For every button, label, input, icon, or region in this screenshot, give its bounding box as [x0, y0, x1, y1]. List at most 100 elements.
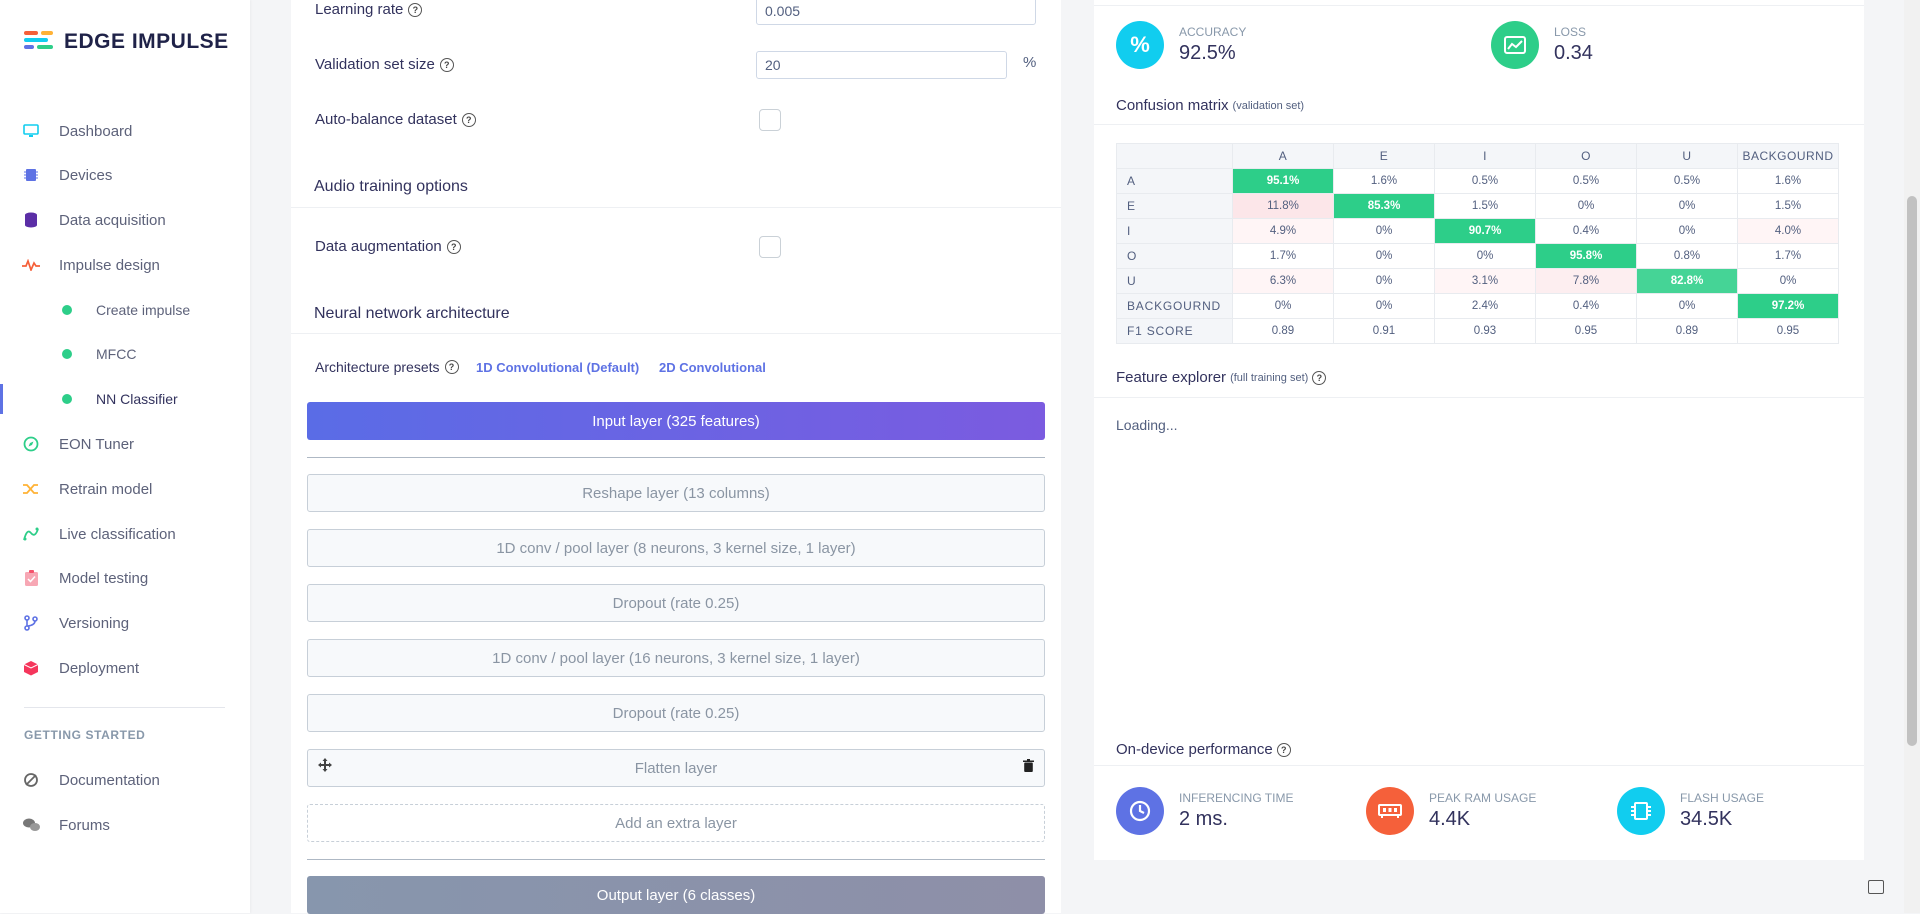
- sidebar-item-forums[interactable]: Forums: [0, 810, 250, 840]
- matrix-cell: 82.8%: [1636, 268, 1738, 294]
- sidebar-item-live-classification[interactable]: Live classification: [0, 519, 250, 549]
- matrix-cell: 11.8%: [1232, 193, 1334, 219]
- flash-usage-label: FLASH USAGE: [1680, 791, 1765, 805]
- memory-icon: [1366, 787, 1414, 835]
- trash-icon[interactable]: [1023, 759, 1034, 776]
- sidebar-item-label: Devices: [59, 166, 113, 184]
- status-dot-icon: [62, 305, 72, 315]
- row-header: A: [1116, 168, 1233, 194]
- reshape-layer[interactable]: Reshape layer (13 columns): [307, 474, 1045, 512]
- conv1d-layer-2[interactable]: 1D conv / pool layer (16 neurons, 3 kern…: [307, 639, 1045, 677]
- peak-ram-value: 4.4K: [1429, 808, 1471, 830]
- layer-separator: [307, 859, 1045, 860]
- row-header: U: [1116, 268, 1233, 294]
- help-icon[interactable]: ?: [446, 239, 461, 254]
- learning-rate-label: Learning rate ?: [315, 1, 423, 18]
- architecture-presets-text: Architecture presets: [315, 359, 440, 375]
- sidebar-item-documentation[interactable]: Documentation: [0, 765, 250, 795]
- status-dot-icon: [62, 349, 72, 359]
- column-header: A: [1232, 143, 1334, 169]
- help-icon[interactable]: ?: [1276, 742, 1291, 757]
- branch-icon: [22, 614, 40, 632]
- validation-unit: %: [1023, 54, 1037, 71]
- page-scrollbar[interactable]: [1904, 0, 1920, 913]
- sidebar-item-create-impulse[interactable]: Create impulse: [0, 295, 250, 325]
- matrix-cell: 85.3%: [1333, 193, 1435, 219]
- matrix-cell: 0.95: [1737, 318, 1839, 344]
- chip-icon: [22, 166, 40, 184]
- sidebar-item-versioning[interactable]: Versioning: [0, 608, 250, 638]
- help-icon[interactable]: ?: [408, 2, 423, 17]
- table-row: U 6.3% 0% 3.1% 7.8% 82.8% 0%: [1116, 268, 1839, 294]
- dropout-layer-1[interactable]: Dropout (rate 0.25): [307, 584, 1045, 622]
- validation-set-size-text: Validation set size: [315, 56, 435, 73]
- on-device-performance-title: On-device performance ?: [1116, 741, 1291, 758]
- help-icon[interactable]: ?: [444, 360, 459, 374]
- status-dot-icon: [62, 394, 72, 404]
- matrix-cell: 0.93: [1434, 318, 1536, 344]
- help-icon[interactable]: ?: [461, 112, 476, 127]
- matrix-cell: 0%: [1232, 293, 1334, 319]
- matrix-cell: 1.6%: [1333, 168, 1435, 194]
- confusion-matrix-title-text: Confusion matrix: [1116, 97, 1229, 114]
- sidebar-item-model-testing[interactable]: Model testing: [0, 563, 250, 593]
- column-header: BACKGOURND: [1737, 143, 1839, 169]
- preset-2d-convolutional-link[interactable]: 2D Convolutional: [659, 360, 766, 375]
- drag-handle-icon[interactable]: [318, 758, 332, 776]
- sidebar-item-retrain-model[interactable]: Retrain model: [0, 474, 250, 504]
- section-title: GETTING STARTED: [24, 728, 146, 742]
- inferencing-time-label: INFERENCING TIME: [1179, 791, 1294, 805]
- sidebar-item-dashboard[interactable]: Dashboard: [0, 116, 250, 146]
- row-header: E: [1116, 193, 1233, 219]
- matrix-cell: 0.89: [1636, 318, 1738, 344]
- data-augmentation-checkbox[interactable]: [759, 236, 781, 258]
- sidebar-item-impulse-design[interactable]: Impulse design: [0, 250, 250, 280]
- table-row: A 95.1% 1.6% 0.5% 0.5% 0.5% 1.6%: [1116, 168, 1839, 194]
- sidebar-item-eon-tuner[interactable]: EON Tuner: [0, 429, 250, 459]
- sidebar-item-deployment[interactable]: Deployment: [0, 653, 250, 683]
- matrix-cell: 0%: [1333, 218, 1435, 244]
- matrix-cell: 1.7%: [1232, 243, 1334, 269]
- preset-1d-convolutional-link[interactable]: 1D Convolutional (Default): [476, 360, 640, 375]
- scrollbar-thumb[interactable]: [1907, 196, 1917, 746]
- logo[interactable]: EDGE IMPULSE: [24, 30, 229, 54]
- peak-ram-label: PEAK RAM USAGE: [1429, 791, 1537, 805]
- sidebar-item-label: Forums: [59, 816, 110, 834]
- matrix-cell: 6.3%: [1232, 268, 1334, 294]
- matrix-cell: 0%: [1333, 293, 1435, 319]
- matrix-cell: 1.6%: [1737, 168, 1839, 194]
- dropout-layer-2[interactable]: Dropout (rate 0.25): [307, 694, 1045, 732]
- divider: [1094, 5, 1864, 6]
- matrix-cell: 4.9%: [1232, 218, 1334, 244]
- sidebar-item-devices[interactable]: Devices: [0, 160, 250, 190]
- divider: [1094, 765, 1864, 766]
- feature-explorer-subtitle: (full training set): [1230, 371, 1309, 384]
- sidebar-item-data-acquisition[interactable]: Data acquisition: [0, 205, 250, 235]
- sidebar-item-mfcc[interactable]: MFCC: [0, 339, 250, 369]
- auto-balance-checkbox[interactable]: [759, 109, 781, 131]
- sidebar-item-nn-classifier[interactable]: NN Classifier: [0, 384, 253, 414]
- help-icon[interactable]: ?: [439, 57, 454, 72]
- add-extra-layer-button[interactable]: Add an extra layer: [307, 804, 1045, 842]
- conv1d-layer-1[interactable]: 1D conv / pool layer (8 neurons, 3 kerne…: [307, 529, 1045, 567]
- on-device-performance-title-text: On-device performance: [1116, 741, 1273, 758]
- validation-set-size-input[interactable]: [756, 51, 1007, 79]
- sidebar-item-label: Data acquisition: [59, 211, 166, 229]
- matrix-cell: 0.8%: [1636, 243, 1738, 269]
- row-header: O: [1116, 243, 1233, 269]
- column-header: E: [1333, 143, 1435, 169]
- help-icon[interactable]: ?: [1312, 370, 1327, 385]
- inferencing-time-metric: INFERENCING TIME 2 ms.: [1116, 787, 1293, 835]
- flatten-layer-label: Flatten layer: [634, 759, 718, 777]
- data-augmentation-label: Data augmentation ?: [315, 238, 461, 255]
- loss-value: 0.34: [1554, 42, 1593, 64]
- learning-rate-input[interactable]: [756, 0, 1036, 25]
- sidebar-item-label: Deployment: [59, 659, 140, 677]
- input-layer[interactable]: Input layer (325 features): [307, 402, 1045, 440]
- output-layer[interactable]: Output layer (6 classes): [307, 876, 1045, 914]
- loss-label: LOSS: [1554, 25, 1587, 39]
- matrix-cell: 0%: [1636, 293, 1738, 319]
- feedback-icon[interactable]: [1868, 880, 1884, 894]
- feature-explorer-loading: Loading...: [1116, 417, 1178, 433]
- flatten-layer[interactable]: Flatten layer: [307, 749, 1045, 787]
